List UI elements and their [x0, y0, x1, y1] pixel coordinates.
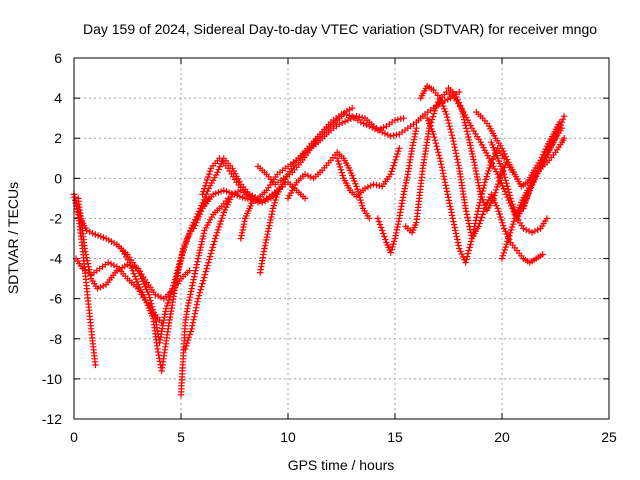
x-tick-label: 0 [70, 429, 78, 445]
x-tick-label: 15 [387, 429, 403, 445]
plus-markers [177, 195, 232, 399]
plus-markers [520, 135, 568, 212]
plus-markers [237, 195, 257, 242]
series-arc-7 [182, 187, 281, 352]
plus-markers [182, 187, 281, 352]
series-arc-16 [374, 125, 420, 256]
series-arc-24 [520, 135, 568, 212]
y-axis-ticks: -12 -10 -8 -6 -4 -2 0 2 4 6 [42, 50, 609, 427]
x-tick-label: 25 [601, 429, 617, 445]
series-arc-10 [237, 195, 257, 242]
y-axis-label: SDTVAR / TECUs [5, 182, 21, 294]
plus-markers [402, 88, 551, 236]
data-series [70, 82, 568, 399]
x-tick-label: 10 [280, 429, 296, 445]
series-arc-15 [334, 145, 403, 200]
y-tick-label: 0 [54, 170, 62, 186]
plus-markers [284, 149, 373, 222]
y-tick-label: 4 [54, 90, 62, 106]
plus-markers [334, 145, 403, 200]
plus-markers [70, 191, 99, 369]
y-tick-label: -10 [42, 371, 62, 387]
y-tick-label: 6 [54, 50, 62, 66]
plus-markers [117, 245, 165, 326]
series-arc-5 [117, 245, 165, 326]
y-tick-label: -6 [50, 291, 63, 307]
series-arc-1 [70, 191, 99, 369]
plus-markers [374, 125, 420, 256]
plus-markers [72, 155, 262, 375]
plus-markers [473, 108, 563, 190]
plus-markers [75, 195, 193, 302]
plot-frame [73, 57, 610, 420]
y-tick-label: -4 [50, 251, 63, 267]
x-tick-label: 5 [177, 429, 185, 445]
chart-title: Day 159 of 2024, Sidereal Day-to-day VTE… [83, 21, 597, 37]
series-arc-14 [284, 149, 373, 222]
series-arc-6 [177, 195, 232, 399]
series-arc-11 [257, 191, 281, 276]
x-axis-label: GPS time / hours [288, 457, 395, 473]
x-tick-label: 20 [494, 429, 510, 445]
series-arc-17 [402, 88, 551, 236]
y-tick-label: -2 [50, 210, 63, 226]
series-arc-3 [72, 155, 262, 375]
y-tick-label: -12 [42, 411, 62, 427]
series-arc-21 [473, 108, 563, 190]
y-tick-label: -8 [50, 331, 63, 347]
series-arc-4 [75, 195, 193, 302]
plus-markers [257, 191, 281, 276]
y-tick-label: 2 [54, 130, 62, 146]
